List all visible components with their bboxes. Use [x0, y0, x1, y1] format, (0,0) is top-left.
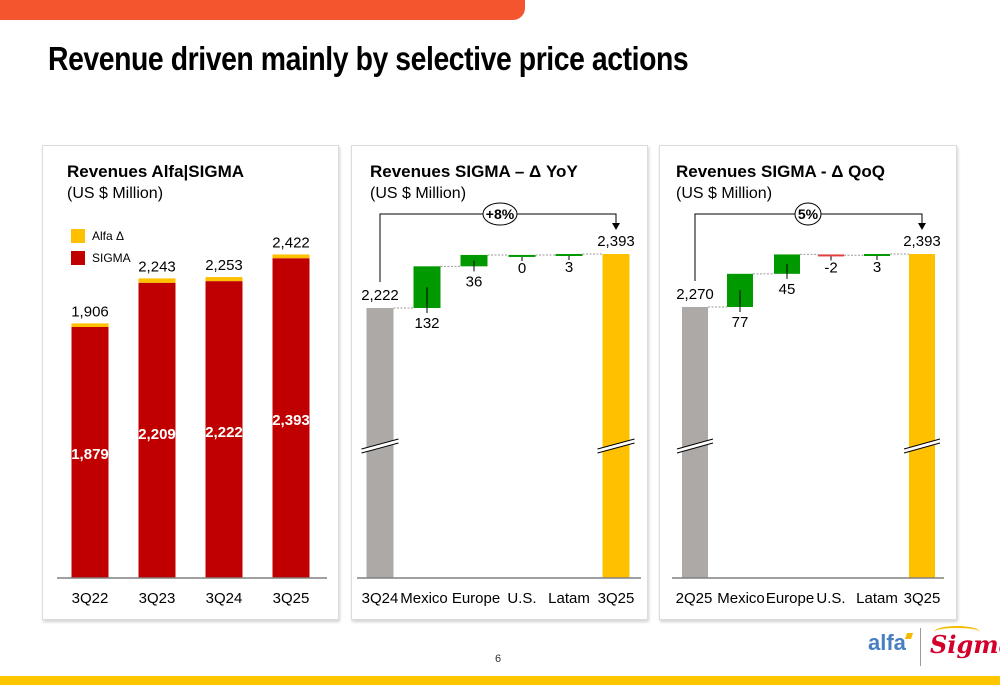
total-label-3Q22: 1,906: [71, 303, 109, 320]
value-label-Mexico: 132: [414, 315, 439, 332]
top-accent-bar: [0, 0, 525, 20]
logo-divider: [920, 628, 921, 666]
x-tick-US: U.S.: [816, 590, 845, 607]
value-label-U.S.: 0: [518, 260, 526, 277]
bar-step-U.S.: [818, 254, 844, 257]
value-label-end-3Q25: 2,393: [597, 233, 635, 250]
change-arrow-icon: [612, 223, 620, 230]
axis-break-line-a-0: [676, 438, 714, 450]
sigma-label-3Q25: 2,393: [272, 412, 310, 429]
axis-break-line-b-0: [676, 442, 714, 454]
sigma-swoosh-icon: [934, 626, 980, 638]
x-tick-3Q25: 3Q25: [273, 590, 310, 607]
axis-break-line-b-0: [361, 442, 399, 454]
bar-sigma-3Q23: [138, 282, 176, 578]
value-label-2Q25: 2,270: [676, 286, 714, 303]
change-annotation: 5%: [798, 206, 819, 222]
bar-alfa-delta-3Q24: [205, 277, 243, 282]
legend-swatch-sigma: [71, 251, 85, 265]
value-label-U.S.: -2: [824, 259, 837, 276]
bar-step-Latam: [555, 254, 583, 256]
alfa-logo: alfa: [868, 630, 914, 670]
axis-break-line-b-1: [903, 442, 941, 454]
axis-break-line-b-1: [597, 442, 635, 454]
bar-end-3Q25: [909, 254, 935, 578]
bar-end-3Q25: [602, 254, 630, 578]
change-oval: [794, 202, 822, 226]
value-label-Mexico: 77: [732, 314, 749, 331]
value-label-Latam: 3: [873, 259, 881, 276]
alfa-logo-text: alfa: [868, 630, 906, 655]
x-tick-3Q24: 3Q24: [362, 590, 399, 607]
x-tick-Mexico: Mexico: [717, 590, 765, 607]
bar-step-U.S.: [508, 254, 536, 257]
x-tick-3Q22: 3Q22: [72, 590, 109, 607]
bar-alfa-delta-3Q23: [138, 278, 176, 283]
axis-break-line-a-1: [903, 438, 941, 450]
value-label-Latam: 3: [565, 259, 573, 276]
bar-alfa-delta-3Q25: [272, 254, 310, 259]
axis-break-gap-0: [361, 439, 399, 453]
bar-sigma-3Q24: [205, 281, 243, 578]
sigma-label-3Q24: 2,222: [205, 424, 243, 441]
x-tick-3Q25: 3Q25: [904, 590, 941, 607]
chart1-title: Revenues Alfa|SIGMA: [67, 162, 244, 181]
x-tick-US: U.S.: [507, 590, 536, 607]
bar-sigma-3Q25: [272, 258, 310, 578]
x-tick-Europe: Europe: [452, 590, 500, 607]
value-label-3Q24: 2,222: [361, 287, 399, 304]
sigma-label-3Q22: 1,879: [71, 446, 109, 463]
total-label-3Q25: 2,422: [272, 234, 310, 251]
legend-label-alfa: Alfa Δ: [92, 229, 124, 243]
chart1-subtitle: (US $ Million): [67, 185, 163, 202]
change-oval: [482, 202, 518, 226]
change-arrow-icon: [918, 223, 926, 230]
value-label-Europe: 36: [466, 273, 483, 290]
chart2-subtitle: (US $ Million): [370, 185, 466, 202]
chart3-subtitle: (US $ Million): [676, 185, 772, 202]
axis-break-line-a-1: [597, 438, 635, 450]
axis-break-gap-1: [597, 439, 635, 453]
bar-alfa-delta-3Q22: [71, 323, 109, 327]
x-tick-2Q25: 2Q25: [676, 590, 713, 607]
value-label-end-3Q25: 2,393: [903, 233, 941, 250]
page-title: Revenue driven mainly by selective price…: [48, 40, 689, 77]
x-tick-Europe: Europe: [766, 590, 814, 607]
legend-label-sigma: SIGMA: [92, 251, 131, 265]
axis-break-gap-0: [677, 439, 713, 453]
bar-step-Latam: [864, 254, 890, 256]
total-label-3Q24: 2,253: [205, 257, 243, 274]
axis-break-gap-1: [904, 439, 940, 453]
bar-sigma-3Q22: [71, 327, 109, 578]
bottom-accent-band: [0, 676, 1000, 685]
sigma-logo: Sigma: [930, 626, 1000, 670]
x-tick-3Q25: 3Q25: [598, 590, 635, 607]
chart2-title: Revenues SIGMA – Δ YoY: [370, 162, 578, 181]
legend-swatch-alfa: [71, 229, 85, 243]
x-tick-Latam: Latam: [856, 590, 898, 607]
x-tick-3Q24: 3Q24: [206, 590, 243, 607]
chart3-title: Revenues SIGMA - Δ QoQ: [676, 162, 885, 181]
change-annotation: +8%: [486, 206, 515, 222]
value-label-Europe: 45: [779, 281, 796, 298]
sigma-label-3Q23: 2,209: [138, 426, 176, 443]
page-number: 6: [495, 653, 502, 665]
total-label-3Q23: 2,243: [138, 258, 176, 275]
x-tick-Mexico: Mexico: [400, 590, 448, 607]
x-tick-Latam: Latam: [548, 590, 590, 607]
axis-break-line-a-0: [361, 438, 399, 450]
x-tick-3Q23: 3Q23: [139, 590, 176, 607]
